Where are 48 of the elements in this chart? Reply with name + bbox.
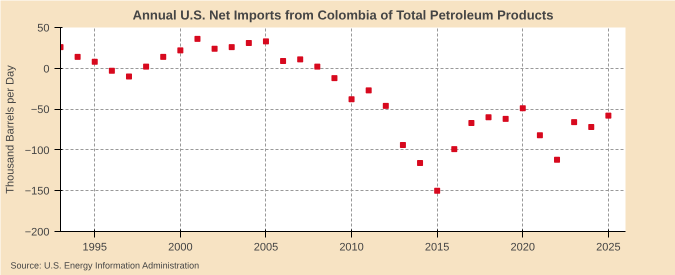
y-tick-label: −200 bbox=[24, 226, 50, 238]
x-tick-label: 2020 bbox=[510, 242, 536, 254]
point bbox=[92, 58, 98, 65]
point bbox=[143, 64, 150, 70]
point bbox=[331, 75, 338, 82]
point bbox=[228, 44, 235, 50]
point bbox=[262, 38, 269, 44]
point bbox=[348, 96, 355, 102]
point bbox=[536, 132, 543, 138]
point bbox=[434, 188, 440, 194]
x-tick-label: 2015 bbox=[424, 242, 450, 254]
point bbox=[314, 64, 320, 70]
source-note: Source: U.S. Energy Information Administration bbox=[10, 260, 200, 270]
point bbox=[297, 56, 304, 62]
x-tick-label: 2005 bbox=[254, 242, 278, 254]
y-tick-label: −50 bbox=[30, 104, 50, 116]
point bbox=[605, 112, 612, 119]
x-tick-label: 1995 bbox=[82, 242, 107, 254]
point bbox=[74, 54, 81, 60]
y-tick-label: 50 bbox=[37, 22, 50, 34]
point bbox=[177, 47, 184, 54]
x-tick-label: 2000 bbox=[168, 242, 193, 254]
point bbox=[451, 146, 458, 152]
point bbox=[554, 156, 560, 163]
point bbox=[520, 105, 526, 112]
point bbox=[366, 87, 372, 94]
point bbox=[502, 116, 509, 122]
chart-title: Annual U.S. Net Imports from Colombia of Total Petroleum Products bbox=[132, 8, 554, 22]
point bbox=[468, 120, 474, 126]
point bbox=[486, 114, 492, 120]
x-tick-label: 2010 bbox=[339, 242, 364, 254]
x-tick-label: 2025 bbox=[596, 242, 621, 254]
point bbox=[588, 124, 594, 130]
point bbox=[108, 68, 115, 74]
point bbox=[382, 102, 389, 109]
point bbox=[194, 36, 200, 42]
point bbox=[160, 54, 166, 60]
y-tick-label: 0 bbox=[43, 63, 50, 76]
point bbox=[417, 160, 424, 166]
y-tick-label: −100 bbox=[24, 144, 50, 157]
y-tick-label: −150 bbox=[24, 186, 50, 198]
point bbox=[212, 46, 218, 52]
point bbox=[400, 142, 406, 148]
point bbox=[246, 40, 252, 46]
y-axis-title: Thousand Barrels per Day bbox=[4, 64, 17, 194]
point bbox=[571, 119, 578, 126]
point bbox=[126, 73, 132, 80]
point bbox=[280, 58, 286, 64]
